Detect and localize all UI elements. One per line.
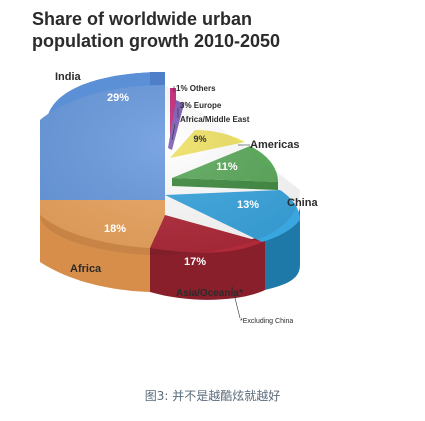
pie-shading [40,85,300,255]
leader-footnote [231,285,241,319]
annotation-india: India [55,71,82,83]
label-asia-oceania-value: 17% [184,256,206,268]
annotation-africa-middle-east: Africa/Middle East [180,115,250,124]
label-africa-value: 18% [104,223,126,235]
label-china-value: 13% [237,199,259,211]
annotation-asia-oceania: Asia/Oceania* [176,288,243,299]
leader-africa-middle-east [171,123,176,141]
footnote: *Excluding China [240,318,293,325]
chart-title-line-1: Share of worldwide urban [32,9,253,29]
annotation-americas: Americas [250,139,300,151]
annotation-others: 1% Others [176,84,216,93]
chart-title-line-2: population growth 2010-2050 [32,31,281,51]
label-india-value: 29% [107,92,129,104]
label-americas-value: 11% [216,161,238,173]
annotation-china: China [287,197,318,209]
label-africa-middle-east-value: 9% [193,134,206,144]
chart-title: Share of worldwide urban population grow… [32,8,332,52]
annotation-europe: 3% Europe [180,101,222,110]
annotation-africa: Africa [70,263,102,275]
figure-caption: 图3: 并不是越酷炫就越好 [144,389,281,403]
